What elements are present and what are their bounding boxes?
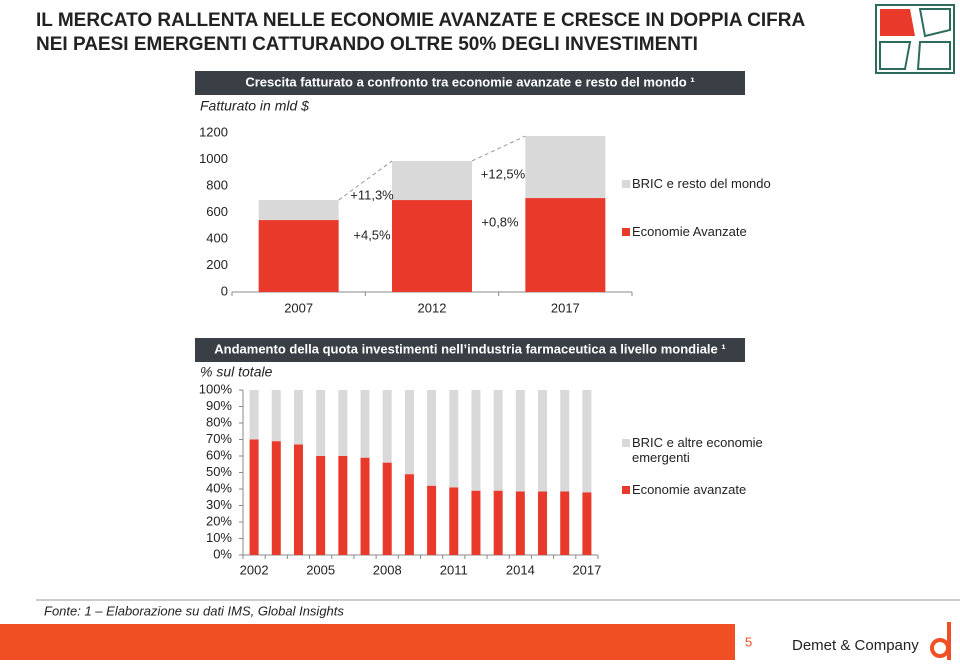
y-tick-label: 60% <box>206 447 232 462</box>
y-tick-label: 70% <box>206 431 232 446</box>
bar-segment <box>360 390 370 458</box>
bar-segment <box>382 462 392 555</box>
bar-segment <box>515 491 525 555</box>
bar-segment <box>249 390 259 440</box>
bar-segment <box>493 390 503 491</box>
y-tick-label: 600 <box>206 204 228 219</box>
title-line: IL MERCATO RALLENTA NELLE ECONOMIE AVANZ… <box>36 10 805 31</box>
y-tick-label: 0% <box>213 546 232 561</box>
bar-segment <box>392 200 472 292</box>
y-tick-label: 200 <box>206 257 228 272</box>
bar-segment <box>493 490 503 555</box>
bar-segment <box>515 390 525 492</box>
x-tick-label: 2017 <box>551 300 580 315</box>
bar-segment <box>338 390 348 456</box>
growth-annotation: +12,5% <box>481 166 526 181</box>
bar-segment <box>382 390 392 463</box>
legend-swatch <box>622 486 630 494</box>
logo <box>875 4 955 74</box>
chart-header-bar <box>195 338 745 362</box>
bar-segment <box>471 390 481 491</box>
x-tick-label: 2002 <box>240 562 269 577</box>
bar-segment <box>271 441 281 555</box>
y-tick-label: 400 <box>206 230 228 245</box>
legend-swatch <box>622 439 630 447</box>
x-tick-label: 2007 <box>284 300 313 315</box>
bar-segment <box>404 474 414 555</box>
y-tick-label: 1200 <box>199 124 228 139</box>
y-tick-label: 30% <box>206 497 232 512</box>
bar-segment <box>538 491 548 555</box>
source-note: Fonte: 1 – Elaborazione su dati IMS, Glo… <box>44 603 344 618</box>
y-tick-label: 80% <box>206 414 232 429</box>
bar-segment <box>525 136 606 199</box>
bar-segment <box>582 390 592 493</box>
bar-segment <box>404 390 414 475</box>
bar-segment <box>316 456 326 555</box>
chart-header: Crescita fatturato a confronto tra econo… <box>245 74 694 89</box>
legend-label: BRIC e resto del mondo <box>632 176 771 191</box>
y-tick-label: 100% <box>199 381 233 396</box>
x-tick-label: 2005 <box>306 562 335 577</box>
y-tick-label: 50% <box>206 464 232 479</box>
bar-segment <box>249 439 259 555</box>
bar-segment <box>258 200 339 221</box>
company-logo <box>930 622 951 660</box>
bar-segment <box>560 491 570 555</box>
bar-segment <box>582 492 592 555</box>
bar-segment <box>271 390 281 442</box>
bar-segment <box>258 220 339 292</box>
bar-segment <box>392 160 472 201</box>
bar-segment <box>360 457 370 555</box>
bar-segment <box>316 390 326 456</box>
page-number: 5 <box>745 634 752 649</box>
title-line: NEI PAESI EMERGENTI CATTURANDO OLTRE 50%… <box>36 34 698 55</box>
bar-segment <box>293 444 303 555</box>
legend-label: Economie avanzate <box>632 482 747 497</box>
growth-annotation: +11,3% <box>350 187 394 202</box>
growth-annotation: +0,8% <box>481 214 519 229</box>
x-tick-label: 2014 <box>506 562 535 577</box>
company-name: Demet & Company <box>792 637 919 654</box>
bar-segment <box>471 490 481 555</box>
x-tick-label: 2011 <box>440 562 468 577</box>
chart-header: Andamento della quota investimenti nell’… <box>214 341 725 356</box>
legend-swatch <box>622 180 630 188</box>
y-tick-label: 40% <box>206 480 232 495</box>
bar-segment <box>427 485 437 555</box>
legend-label: Economie Avanzate <box>632 224 747 239</box>
bar-segment <box>525 198 606 292</box>
y-tick-label: 20% <box>206 513 232 528</box>
bar-segment <box>449 487 459 555</box>
y-tick-label: 1000 <box>199 151 228 166</box>
legend-swatch <box>622 228 630 236</box>
growth-annotation: +4,5% <box>353 227 391 242</box>
bar-segment <box>538 390 548 492</box>
chart-header-bar <box>195 71 745 95</box>
y-tick-label: 0 <box>221 283 228 298</box>
trend-dash <box>471 135 526 162</box>
bar-segment <box>449 390 459 488</box>
legend-label: BRIC e altre economie emergenti <box>632 435 763 465</box>
y-tick-label: 10% <box>206 530 232 545</box>
bar-segment <box>293 390 303 445</box>
x-tick-label: 2017 <box>572 562 601 577</box>
y-tick-label: 800 <box>206 177 228 192</box>
y-tick-label: 90% <box>206 398 232 413</box>
x-tick-label: 2008 <box>373 562 402 577</box>
y-axis-title: Fatturato in mld $ <box>200 98 309 114</box>
y-axis-title: % sul totale <box>200 364 273 380</box>
bar-segment <box>560 390 570 492</box>
footer-band <box>0 624 735 660</box>
bar-segment <box>338 456 348 555</box>
bar-segment <box>427 390 437 486</box>
x-tick-label: 2012 <box>418 300 447 315</box>
